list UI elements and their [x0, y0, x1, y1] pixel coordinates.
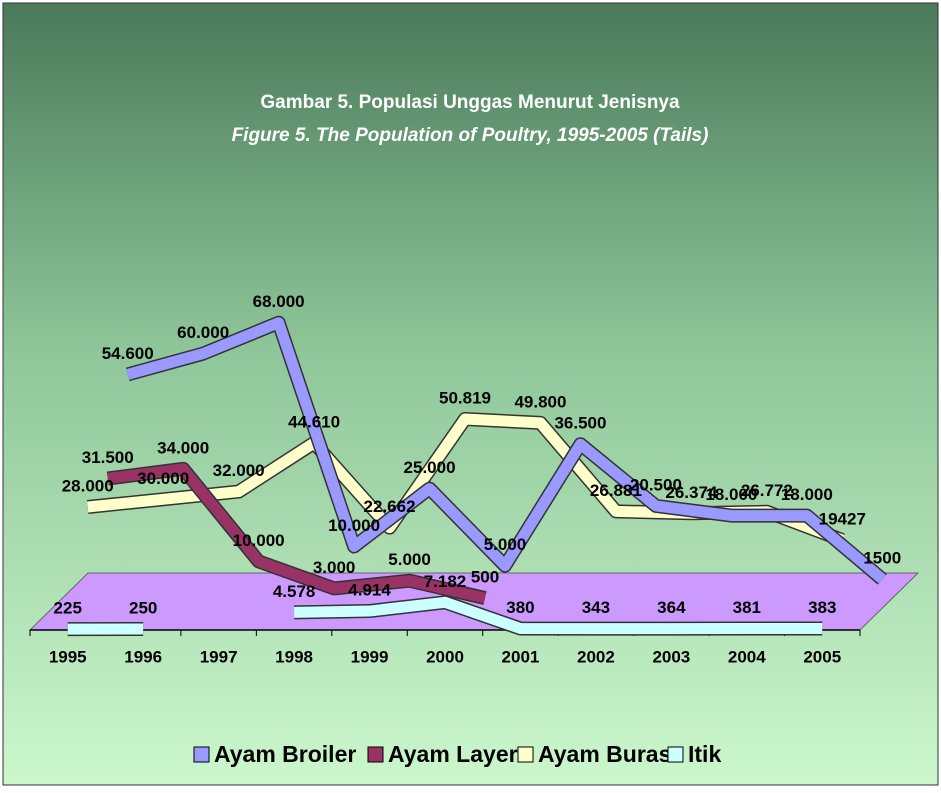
legend-label: Ayam Buras [538, 741, 671, 767]
data-label: 1500 [863, 549, 901, 568]
data-label: 364 [657, 598, 686, 617]
chart-title: Gambar 5. Populasi Unggas Menurut Jenisn… [260, 92, 680, 113]
data-label: 18.000 [781, 485, 833, 504]
data-label: 250 [129, 599, 157, 618]
x-tick-label: 1997 [200, 647, 238, 666]
legend-label: Ayam Broiler [214, 741, 356, 767]
x-tick-label: 2002 [577, 647, 615, 666]
data-label: 26.881 [590, 481, 642, 500]
data-label: 18.000 [705, 485, 757, 504]
data-label: 54.600 [102, 344, 154, 363]
x-tick-label: 2003 [652, 647, 690, 666]
data-label: 60.000 [177, 323, 229, 342]
data-label: 3.000 [313, 558, 356, 577]
data-label: 5.000 [388, 550, 431, 569]
x-tick-label: 1996 [124, 647, 162, 666]
x-tick-label: 1999 [351, 647, 389, 666]
x-tick-label: 1995 [49, 647, 87, 666]
legend-swatch [367, 746, 384, 763]
series-line [126, 317, 886, 584]
data-label: 10.000 [328, 516, 380, 535]
series-line [67, 596, 823, 635]
x-tick-label: 1998 [275, 647, 313, 666]
data-label: 5.000 [484, 535, 527, 554]
data-label: 50.819 [439, 388, 491, 407]
data-label: 25.000 [404, 458, 456, 477]
data-label: 26.772 [741, 481, 793, 500]
data-label: 34.000 [157, 438, 209, 457]
data-label: 10.000 [233, 531, 285, 550]
data-label: 4.914 [348, 581, 391, 600]
data-label: 30.000 [137, 469, 189, 488]
data-label: 19427 [819, 510, 866, 529]
x-tick-label: 2005 [803, 647, 841, 666]
data-label: 28.000 [62, 476, 114, 495]
legend-swatch [517, 746, 534, 763]
legend-swatch [193, 746, 210, 763]
data-label: 20.500 [630, 475, 682, 494]
data-label: 380 [506, 598, 534, 617]
x-tick-label: 2000 [426, 647, 464, 666]
data-label: 68.000 [253, 292, 305, 311]
chart-subtitle: Figure 5. The Population of Poultry, 199… [232, 125, 709, 146]
data-label: 225 [54, 599, 82, 618]
data-label: 7.182 [424, 572, 467, 591]
legend-swatch [667, 746, 684, 763]
data-label: 343 [582, 598, 610, 617]
series-line [107, 463, 487, 604]
legend-label: Ayam Layer [388, 741, 518, 767]
data-label: 36.500 [554, 414, 606, 433]
data-label: 49.800 [514, 392, 566, 411]
data-label: 4.578 [273, 582, 316, 601]
data-label: 500 [471, 568, 499, 587]
x-tick-label: 2001 [502, 647, 540, 666]
data-label: 381 [733, 598, 761, 617]
data-label: 31.500 [82, 448, 134, 467]
data-label: 44.610 [288, 412, 340, 431]
data-label: 26.374 [665, 483, 718, 502]
data-label: 383 [808, 598, 836, 617]
x-tick-label: 2004 [728, 647, 766, 666]
data-label: 32.000 [213, 461, 265, 480]
legend-label: Itik [688, 741, 721, 767]
data-label: 22.662 [364, 497, 416, 516]
